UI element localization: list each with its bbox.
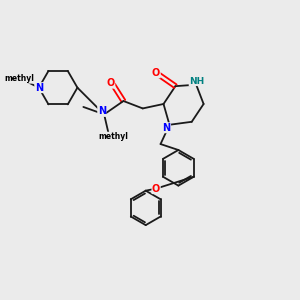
- Text: N: N: [162, 123, 171, 133]
- Text: O: O: [152, 68, 160, 78]
- Text: NH: NH: [189, 76, 204, 85]
- Text: O: O: [152, 184, 160, 194]
- Text: N: N: [35, 83, 43, 93]
- Text: N: N: [98, 106, 106, 116]
- Text: methyl: methyl: [4, 74, 34, 83]
- Text: methyl: methyl: [98, 132, 128, 141]
- Text: O: O: [106, 78, 115, 88]
